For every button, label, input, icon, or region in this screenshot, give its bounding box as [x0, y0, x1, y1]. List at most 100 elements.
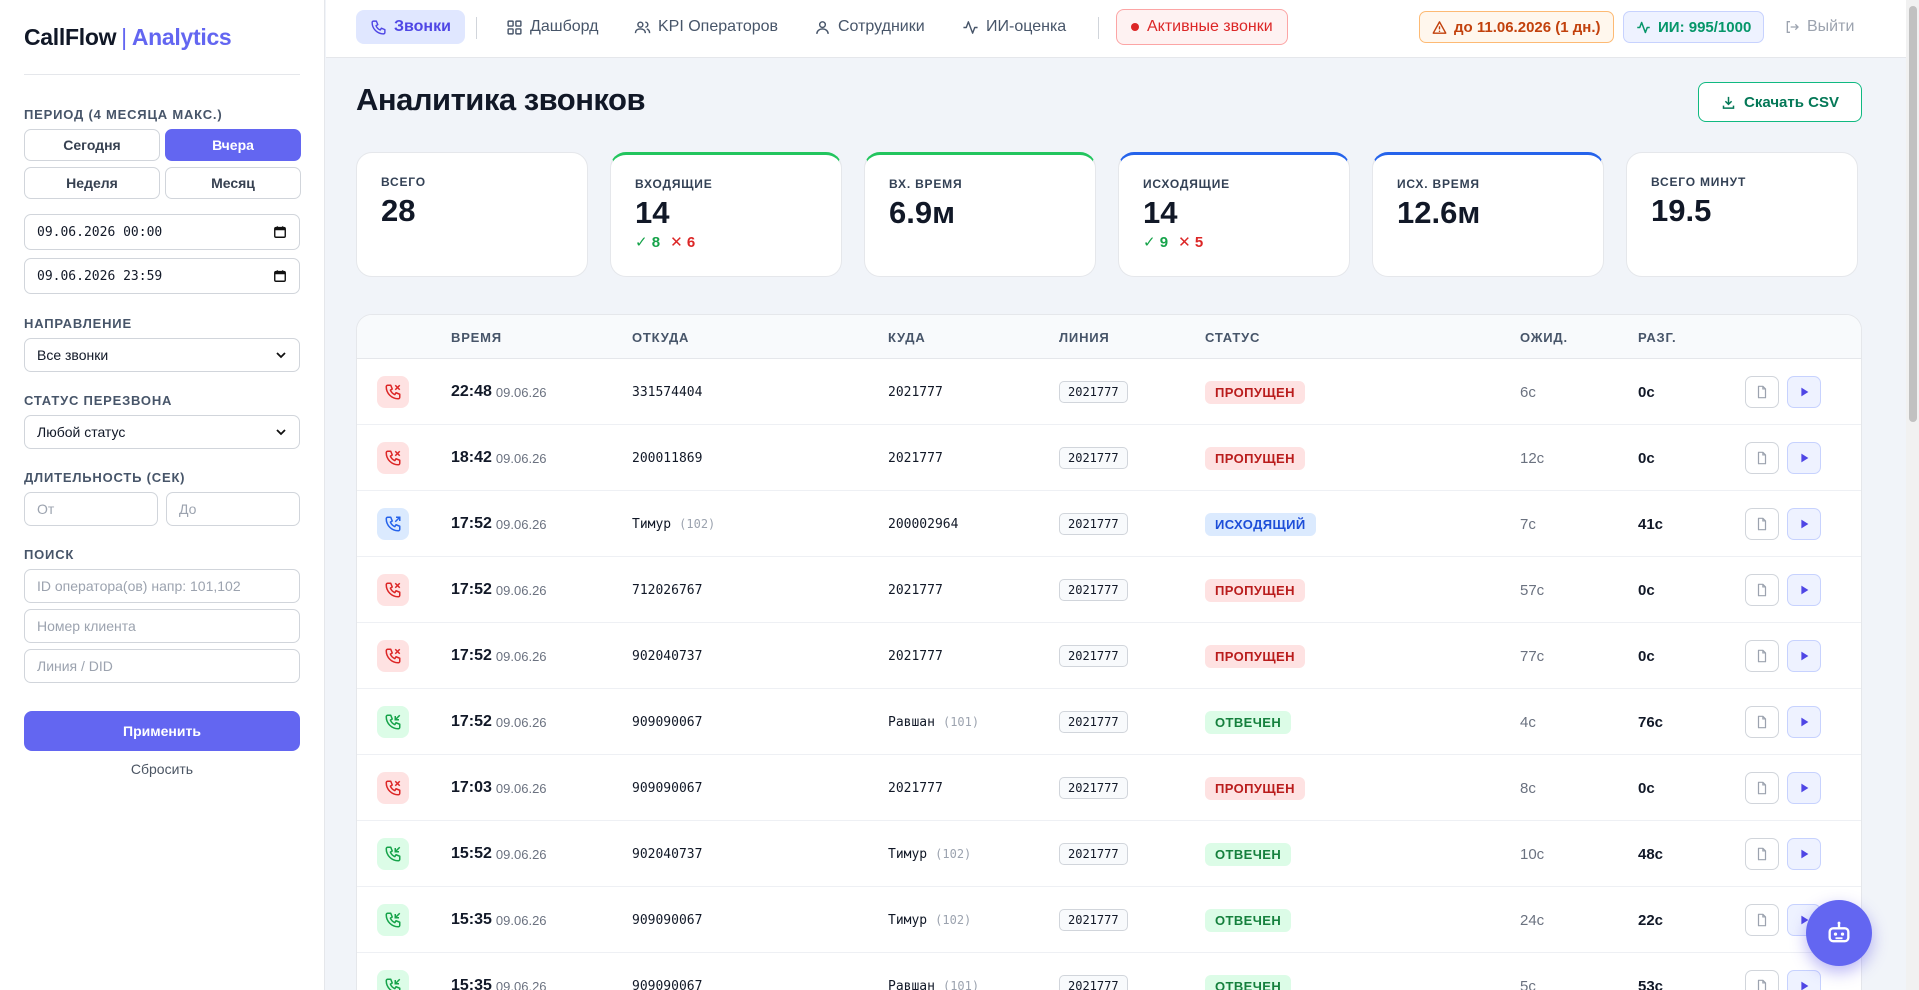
stat-outgoing-breakdown: ✓ 9 ✕ 5 — [1143, 233, 1325, 251]
nav-divider — [476, 17, 477, 39]
duration-from-input[interactable]: От — [24, 492, 158, 526]
cell-to: 200002964 — [888, 491, 966, 557]
transcript-button[interactable] — [1745, 772, 1779, 804]
callback-status-value: Любой статус — [37, 424, 126, 440]
header-to[interactable]: КУДА — [888, 330, 926, 345]
table-row[interactable]: 22:48 09.06.26 331574404 2021777 2021777 ПРОП… — [357, 359, 1861, 425]
from-value: 902040737 — [632, 846, 703, 862]
transcript-button[interactable] — [1745, 904, 1779, 936]
ai-assistant-button[interactable] — [1806, 900, 1872, 966]
direction-select[interactable]: Все звонки — [24, 338, 300, 372]
play-icon — [1801, 717, 1809, 727]
table-row[interactable]: 18:42 09.06.26 200011869 2021777 2021777 ПРОП… — [357, 425, 1861, 491]
line-badge: 2021777 — [1059, 645, 1128, 667]
date-from-input[interactable]: 09.06.2026 00:00 — [24, 214, 300, 250]
nav-dashboard[interactable]: Дашборд — [492, 10, 613, 44]
table-row[interactable]: 15:35 09.06.26 909090067 Равшан (101) 2021777… — [357, 953, 1861, 990]
transcript-button[interactable] — [1745, 508, 1779, 540]
missed-call-icon — [377, 772, 409, 804]
reset-link[interactable]: Сбросить — [130, 761, 194, 777]
period-week-button[interactable]: Неделя — [24, 167, 160, 199]
header-status[interactable]: СТАТУС — [1205, 330, 1261, 345]
download-csv-button[interactable]: Скачать CSV — [1698, 82, 1862, 122]
to-value: Равшан — [888, 714, 935, 730]
grid-icon — [507, 19, 522, 35]
table-row[interactable]: 15:35 09.06.26 909090067 Тимур (102) 2021777 О… — [357, 887, 1861, 953]
period-month-button[interactable]: Месяц — [165, 167, 301, 199]
chevron-down-icon — [276, 352, 286, 359]
cell-status: ПРОПУЩЕН — [1205, 359, 1305, 425]
line-did-placeholder: Линия / DID — [37, 658, 113, 674]
table-row[interactable]: 17:03 09.06.26 909090067 2021777 2021777 ПРОП… — [357, 755, 1861, 821]
cell-to: Тимур (102) — [888, 821, 971, 887]
cell-status: ПРОПУЩЕН — [1205, 755, 1305, 821]
nav-ai-rating[interactable]: ИИ-оценка — [948, 10, 1080, 44]
nav-calls[interactable]: Звонки — [356, 10, 465, 44]
play-recording-button[interactable] — [1787, 970, 1821, 990]
client-number-input[interactable]: Номер клиента — [24, 609, 300, 643]
operator-id-input[interactable]: ID оператора(ов) напр: 101,102 — [24, 569, 300, 603]
period-today-button[interactable]: Сегодня — [24, 129, 160, 161]
active-calls-button[interactable]: Активные звонки — [1116, 9, 1288, 45]
to-extension: (101) — [942, 715, 980, 729]
stat-total-card: ВСЕГО 28 — [356, 152, 588, 277]
scrollbar[interactable] — [1906, 0, 1919, 990]
header-from[interactable]: ОТКУДА — [632, 330, 690, 345]
page-title: Аналитика звонков — [356, 82, 646, 117]
check-icon: ✓ — [1143, 234, 1156, 251]
play-recording-button[interactable] — [1787, 574, 1821, 606]
incoming-missed-value: 6 — [686, 234, 696, 251]
calendar-icon[interactable] — [273, 225, 287, 239]
play-recording-button[interactable] — [1787, 706, 1821, 738]
table-row[interactable]: 17:52 09.06.26 Тимур (102) 200002964 2021777 И… — [357, 491, 1861, 557]
play-recording-button[interactable] — [1787, 640, 1821, 672]
transcript-button[interactable] — [1745, 838, 1779, 870]
cell-time: 22:48 09.06.26 — [451, 359, 547, 425]
duration-to-input[interactable]: До — [166, 492, 300, 526]
transcript-button[interactable] — [1745, 706, 1779, 738]
table-row[interactable]: 15:52 09.06.26 902040737 Тимур (102) 2021777 О… — [357, 821, 1861, 887]
transcript-button[interactable] — [1745, 442, 1779, 474]
stat-minutes-value: 19.5 — [1651, 193, 1712, 228]
calendar-icon[interactable] — [273, 269, 287, 283]
logout-button[interactable]: Выйти — [1784, 11, 1854, 43]
transcript-button[interactable] — [1745, 970, 1779, 990]
play-recording-button[interactable] — [1787, 838, 1821, 870]
cell-from: 909090067 — [632, 689, 710, 755]
table-row[interactable]: 17:52 09.06.26 712026767 2021777 2021777 ПРОП… — [357, 557, 1861, 623]
cell-from: 909090067 — [632, 953, 710, 990]
play-recording-button[interactable] — [1787, 376, 1821, 408]
cell-wait: 6с — [1520, 383, 1536, 401]
play-recording-button[interactable] — [1787, 772, 1821, 804]
table-row[interactable]: 17:52 09.06.26 902040737 2021777 2021777 ПРОП… — [357, 623, 1861, 689]
header-wait[interactable]: ОЖИД. — [1520, 330, 1568, 345]
header-talk[interactable]: РАЗГ. — [1638, 330, 1677, 345]
nav-employees[interactable]: Сотрудники — [800, 10, 939, 44]
nav-kpi[interactable]: KPI Операторов — [620, 10, 792, 44]
cell-status: ПРОПУЩЕН — [1205, 557, 1305, 623]
date-to-input[interactable]: 09.06.2026 23:59 — [24, 258, 300, 294]
play-recording-button[interactable] — [1787, 442, 1821, 474]
cell-status: ПРОПУЩЕН — [1205, 425, 1305, 491]
header-line[interactable]: ЛИНИЯ — [1059, 330, 1110, 345]
line-did-input[interactable]: Линия / DID — [24, 649, 300, 683]
table-row[interactable]: 17:52 09.06.26 909090067 Равшан (101) 2021777… — [357, 689, 1861, 755]
transcript-button[interactable] — [1745, 574, 1779, 606]
call-date: 09.06.26 — [495, 450, 547, 466]
duration-to-placeholder: До — [179, 501, 197, 517]
line-badge: 2021777 — [1059, 447, 1128, 469]
apply-button[interactable]: Применить — [24, 711, 300, 751]
play-recording-button[interactable] — [1787, 508, 1821, 540]
stat-total-value: 28 — [381, 193, 416, 228]
callback-status-select[interactable]: Любой статус — [24, 415, 300, 449]
call-time: 22:48 — [451, 383, 492, 400]
stat-incoming-card: ВХОДЯЩИЕ 14 ✓ 8 ✕ 6 — [610, 152, 842, 277]
transcript-button[interactable] — [1745, 376, 1779, 408]
scrollbar-thumb[interactable] — [1909, 6, 1917, 422]
header-time[interactable]: ВРЕМЯ — [451, 330, 502, 345]
top-bar: Звонки Дашборд KPI Операторов Сотрудники… — [326, 0, 1919, 58]
period-yesterday-button[interactable]: Вчера — [165, 129, 301, 161]
document-icon — [1757, 583, 1767, 597]
duration-label: ДЛИТЕЛЬНОСТЬ (СЕК) — [24, 470, 186, 485]
transcript-button[interactable] — [1745, 640, 1779, 672]
